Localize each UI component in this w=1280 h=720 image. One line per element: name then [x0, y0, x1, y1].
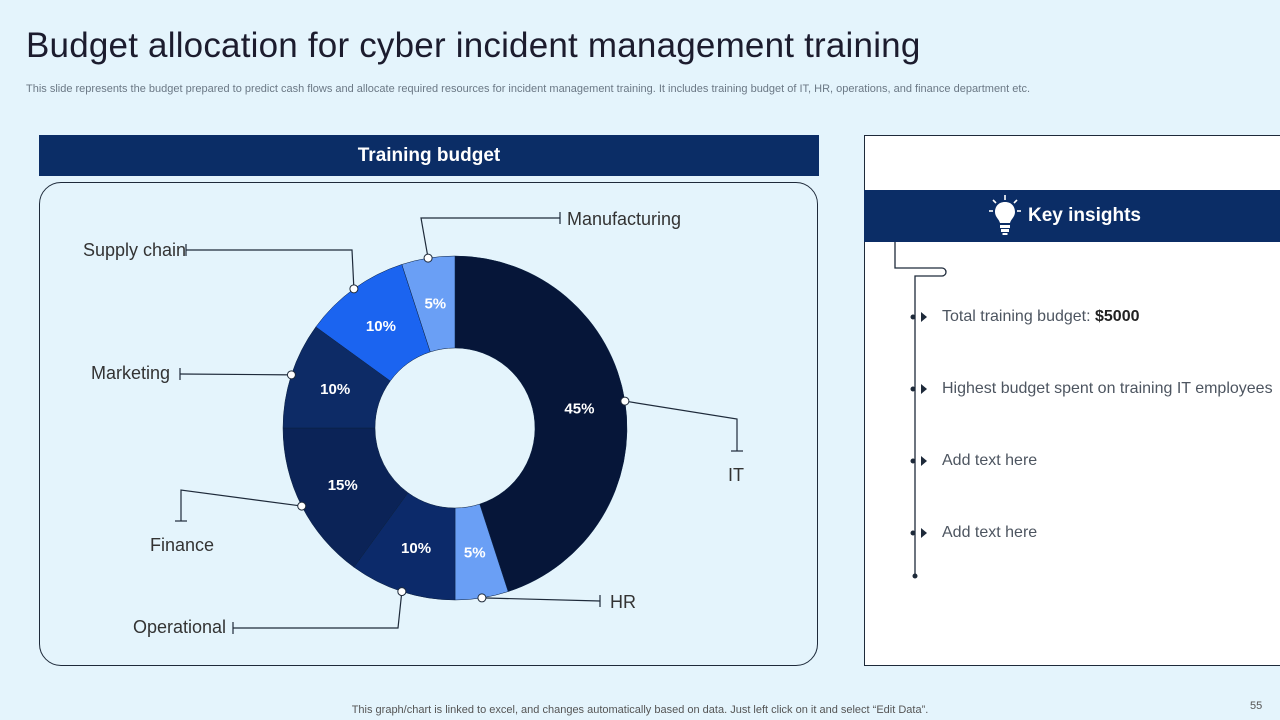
category-label: HR: [610, 592, 636, 612]
leader-line: [481, 597, 601, 602]
category-label: Supply chain: [83, 240, 186, 260]
chart-header: Training budget: [39, 135, 819, 176]
leader-line: [179, 373, 292, 376]
slice-value-label: 10%: [401, 540, 431, 557]
leader-line: [233, 591, 403, 629]
leader-line: [624, 400, 738, 451]
lightbulb-icon: [988, 194, 1022, 238]
insight-item: Add text here: [942, 452, 1038, 469]
slice-value-label: 5%: [424, 296, 446, 313]
insights-timeline: [894, 242, 947, 579]
category-label: IT: [728, 465, 744, 485]
category-label: Operational: [133, 617, 226, 637]
footer-note: This graph/chart is linked to excel, and…: [351, 704, 929, 716]
leader-line: [186, 249, 355, 289]
category-label: Manufacturing: [567, 209, 681, 229]
insights-header: Key insights: [864, 190, 1280, 242]
leader-dot: [423, 253, 433, 263]
leader-dot: [349, 284, 359, 294]
slide-title: Budget allocation for cyber incident man…: [26, 26, 921, 65]
leader-dot: [286, 370, 296, 380]
category-label: Marketing: [91, 363, 170, 383]
insight-item: Highest budget spent on training IT empl…: [942, 380, 1273, 397]
insights-header-label: Key insights: [1028, 205, 1141, 226]
slice-value-label: 45%: [564, 400, 594, 417]
leader-dot: [620, 396, 630, 406]
slice-value-label: 10%: [320, 381, 350, 398]
donut-chart[interactable]: 45% IT 5% HR 10% Operational 15% Finance 10% Mark…: [40, 183, 819, 667]
chart-panel: 45% IT 5% HR 10% Operational 15% Finance 10% Mark…: [39, 182, 818, 666]
leader-line: [180, 489, 302, 521]
slice-value-label: 15%: [328, 477, 358, 494]
slice-value-label: 10%: [366, 318, 396, 335]
category-label: Finance: [150, 535, 214, 555]
donut-slice-manufacturing[interactable]: [401, 255, 456, 353]
slide-subtitle: This slide represents the budget prepare…: [26, 83, 1031, 95]
insight-item: Total training budget: $5000: [942, 308, 1140, 325]
leader-dot: [477, 593, 487, 603]
slice-value-label: 5%: [464, 544, 486, 561]
leader-dot: [297, 501, 307, 511]
leader-line: [420, 217, 560, 259]
leader-dot: [397, 587, 407, 597]
insight-item: Add text here: [942, 524, 1038, 541]
donut-slice-it[interactable]: [454, 255, 628, 592]
page-number: 55: [1250, 700, 1263, 712]
